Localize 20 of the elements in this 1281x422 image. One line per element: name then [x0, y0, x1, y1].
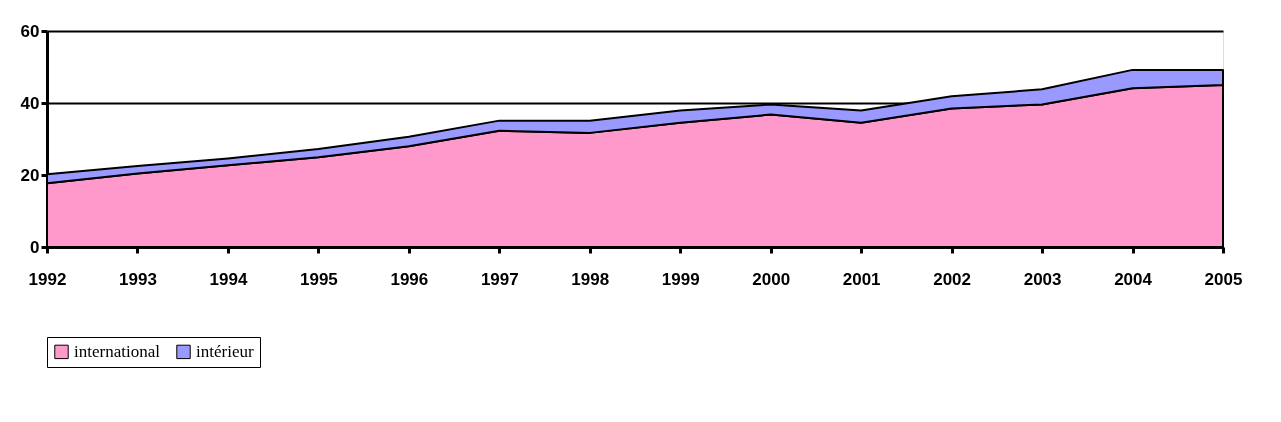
x-tick-label: 1993 — [119, 269, 157, 289]
x-tick-label: 1996 — [390, 269, 429, 289]
x-tick-label: 2004 — [1114, 269, 1153, 289]
x-tick-label: 2001 — [842, 269, 881, 289]
x-tick-label: 2003 — [1023, 269, 1062, 289]
x-tick-label: 1999 — [661, 269, 700, 289]
x-tick-label: 2002 — [933, 269, 972, 289]
y-tick-label: 0 — [30, 237, 40, 257]
legend-label: international — [74, 341, 161, 361]
x-tick-label: 1998 — [571, 269, 610, 289]
y-tick-label: 60 — [20, 21, 40, 41]
x-tick-label: 2005 — [1204, 269, 1243, 289]
x-tick-label: 1994 — [209, 269, 248, 289]
x-tick-label: 1995 — [299, 269, 338, 289]
legend-label: intérieur — [196, 341, 254, 361]
x-tick-label: 1992 — [28, 269, 67, 289]
y-tick-label: 20 — [20, 165, 40, 185]
y-tick-label: 40 — [20, 93, 40, 113]
x-tick-label: 2000 — [752, 269, 791, 289]
x-tick-label: 1997 — [480, 269, 519, 289]
